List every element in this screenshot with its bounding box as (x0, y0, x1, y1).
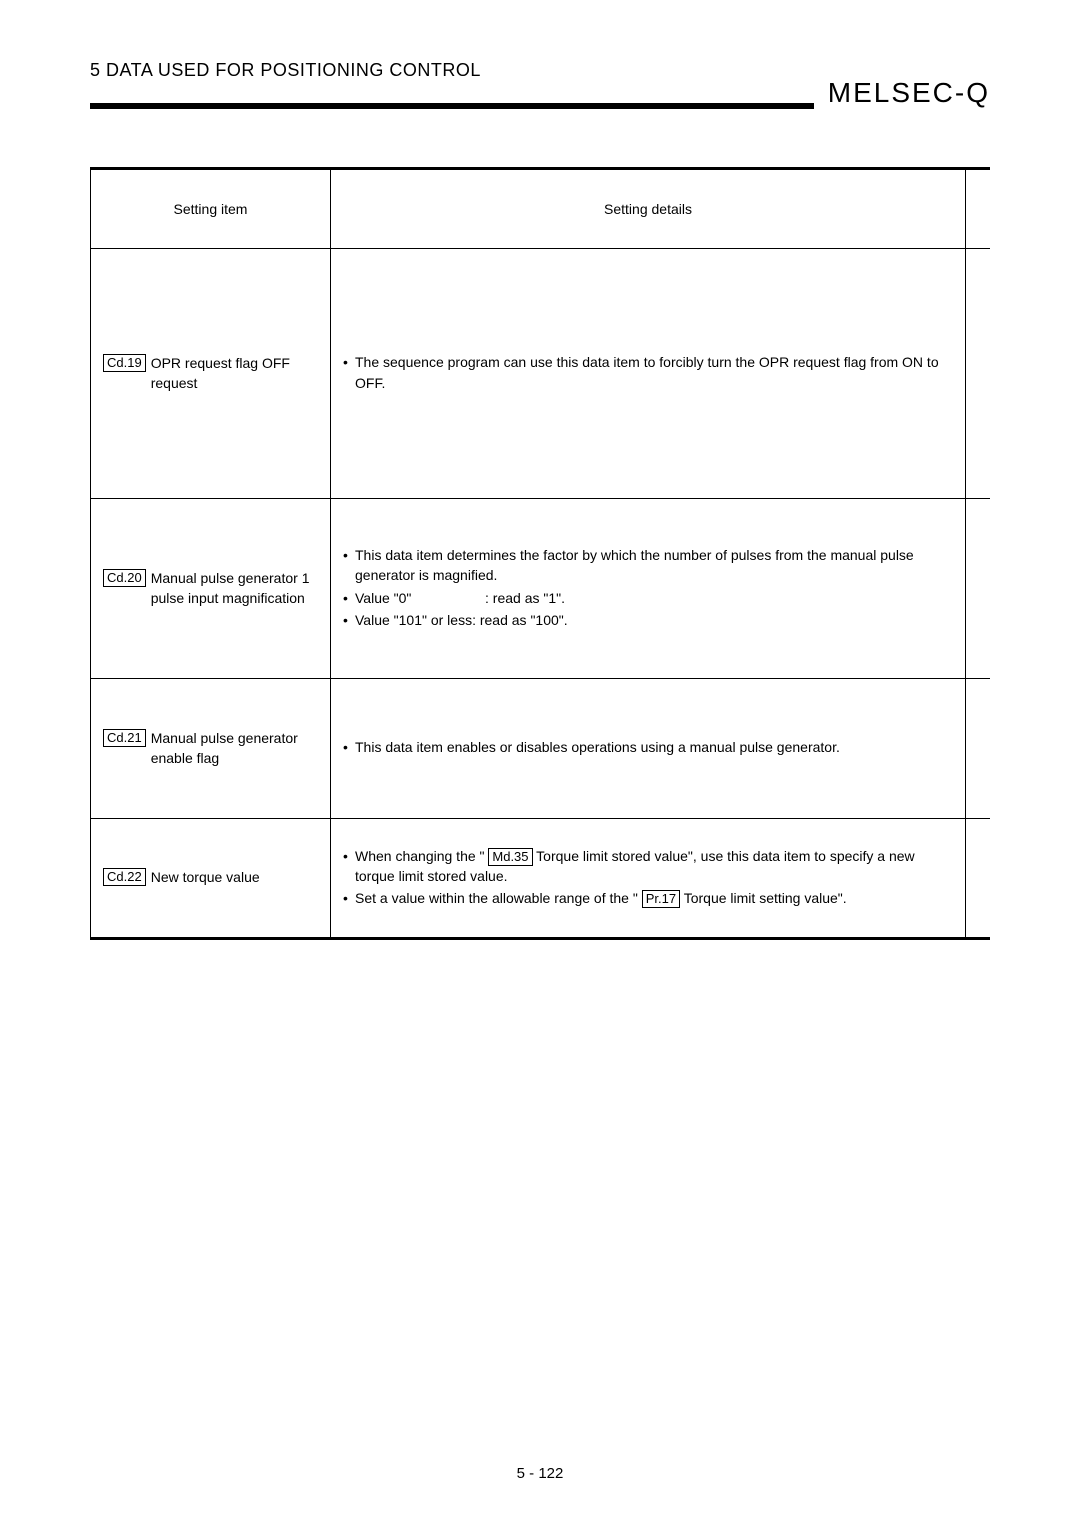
table-header-row: Setting item Setting details (91, 169, 991, 249)
tail-cell (966, 499, 991, 679)
detail-line: The sequence program can use this data i… (343, 352, 953, 393)
table-row: Cd.19 OPR request flag OFF request The s… (91, 249, 991, 499)
brand-label: MELSEC-Q (814, 77, 990, 109)
setting-item-cell: Cd.19 OPR request flag OFF request (91, 249, 331, 499)
tail-cell (966, 249, 991, 499)
brand-text: MELSEC-Q (828, 77, 990, 108)
cd-badge: Cd.22 (103, 868, 146, 886)
settings-table: Setting item Setting details Cd.19 OPR r… (90, 167, 990, 940)
tail-cell (966, 679, 991, 819)
kv-value: read as "1". (493, 588, 565, 608)
setting-item-cell: Cd.21 Manual pulse generator enable flag (91, 679, 331, 819)
page-number: 5 - 122 (0, 1465, 1080, 1482)
detail-line: Value "0" : read as "1". (343, 588, 953, 608)
kv-key: Value "0" (355, 588, 445, 608)
detail-line: When changing the " Md.35 Torque limit s… (343, 846, 953, 887)
tail-cell (966, 819, 991, 939)
seg-text: Torque limit setting value". (684, 890, 847, 906)
ref-badge: Pr.17 (642, 890, 680, 908)
detail-line: Set a value within the allowable range o… (343, 888, 953, 908)
setting-item-cell: Cd.20 Manual pulse generator 1 pulse inp… (91, 499, 331, 679)
table-row: Cd.21 Manual pulse generator enable flag… (91, 679, 991, 819)
ref-badge: Md.35 (488, 848, 532, 866)
col-header-setting-item: Setting item (91, 169, 331, 249)
detail-line: This data item enables or disables opera… (343, 737, 953, 757)
page-header: 5 DATA USED FOR POSITIONING CONTROL MELS… (90, 60, 990, 115)
detail-line: Value "101" or less: read as "100". (343, 610, 953, 630)
setting-details-cell: This data item determines the factor by … (331, 499, 966, 679)
cd-badge: Cd.19 (103, 354, 146, 372)
setting-item-label: OPR request flag OFF request (151, 354, 318, 393)
detail-line: This data item determines the factor by … (343, 545, 953, 586)
header-rule: MELSEC-Q (90, 89, 990, 115)
table-row: Cd.22 New torque value When changing the… (91, 819, 991, 939)
cd-badge: Cd.20 (103, 569, 146, 587)
setting-details-cell: When changing the " Md.35 Torque limit s… (331, 819, 966, 939)
kv-sep (445, 588, 485, 608)
table-row: Cd.20 Manual pulse generator 1 pulse inp… (91, 499, 991, 679)
col-header-tail (966, 169, 991, 249)
setting-item-label: New torque value (151, 868, 260, 888)
seg-text: Set a value within the allowable range o… (355, 890, 642, 906)
cd-badge: Cd.21 (103, 729, 146, 747)
setting-item-label: Manual pulse generator enable flag (151, 729, 318, 768)
setting-item-cell: Cd.22 New torque value (91, 819, 331, 939)
setting-details-cell: The sequence program can use this data i… (331, 249, 966, 499)
setting-item-label: Manual pulse generator 1 pulse input mag… (151, 569, 318, 608)
col-header-setting-details: Setting details (331, 169, 966, 249)
setting-details-cell: This data item enables or disables opera… (331, 679, 966, 819)
seg-text: When changing the " (355, 848, 488, 864)
